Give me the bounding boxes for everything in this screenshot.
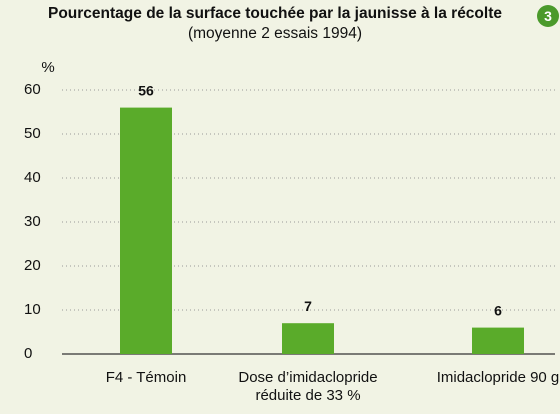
x-tick-label: Imidaclopride 90 g — [436, 369, 560, 386]
data-label: 6 — [494, 302, 502, 318]
chart-subtitle: (moyenne 2 essais 1994) — [187, 25, 363, 42]
bar — [120, 107, 172, 354]
y-tick-label: 20 — [24, 257, 41, 274]
chart-title: Pourcentage de la surface touchée par la… — [48, 5, 502, 22]
y-tick-label: 40 — [24, 169, 41, 186]
x-tick-label: Dose d’imidaclopride réduite de 33 % — [238, 369, 378, 404]
x-tick-label: F4 - Témoin — [105, 369, 187, 386]
y-tick-label: 0 — [24, 345, 32, 362]
data-label: 56 — [138, 82, 154, 98]
y-tick-label: 50 — [24, 125, 41, 142]
y-tick-label: 30 — [24, 213, 41, 230]
y-tick-label: 10 — [24, 301, 41, 318]
bar — [472, 327, 524, 354]
y-axis-label: % — [41, 59, 54, 76]
chart-title-block: Pourcentage de la surface touchée par la… — [40, 4, 510, 44]
y-tick-label: 60 — [24, 81, 41, 98]
data-label: 7 — [304, 298, 312, 314]
bar — [282, 323, 334, 354]
figure-badge: 3 — [537, 5, 559, 27]
